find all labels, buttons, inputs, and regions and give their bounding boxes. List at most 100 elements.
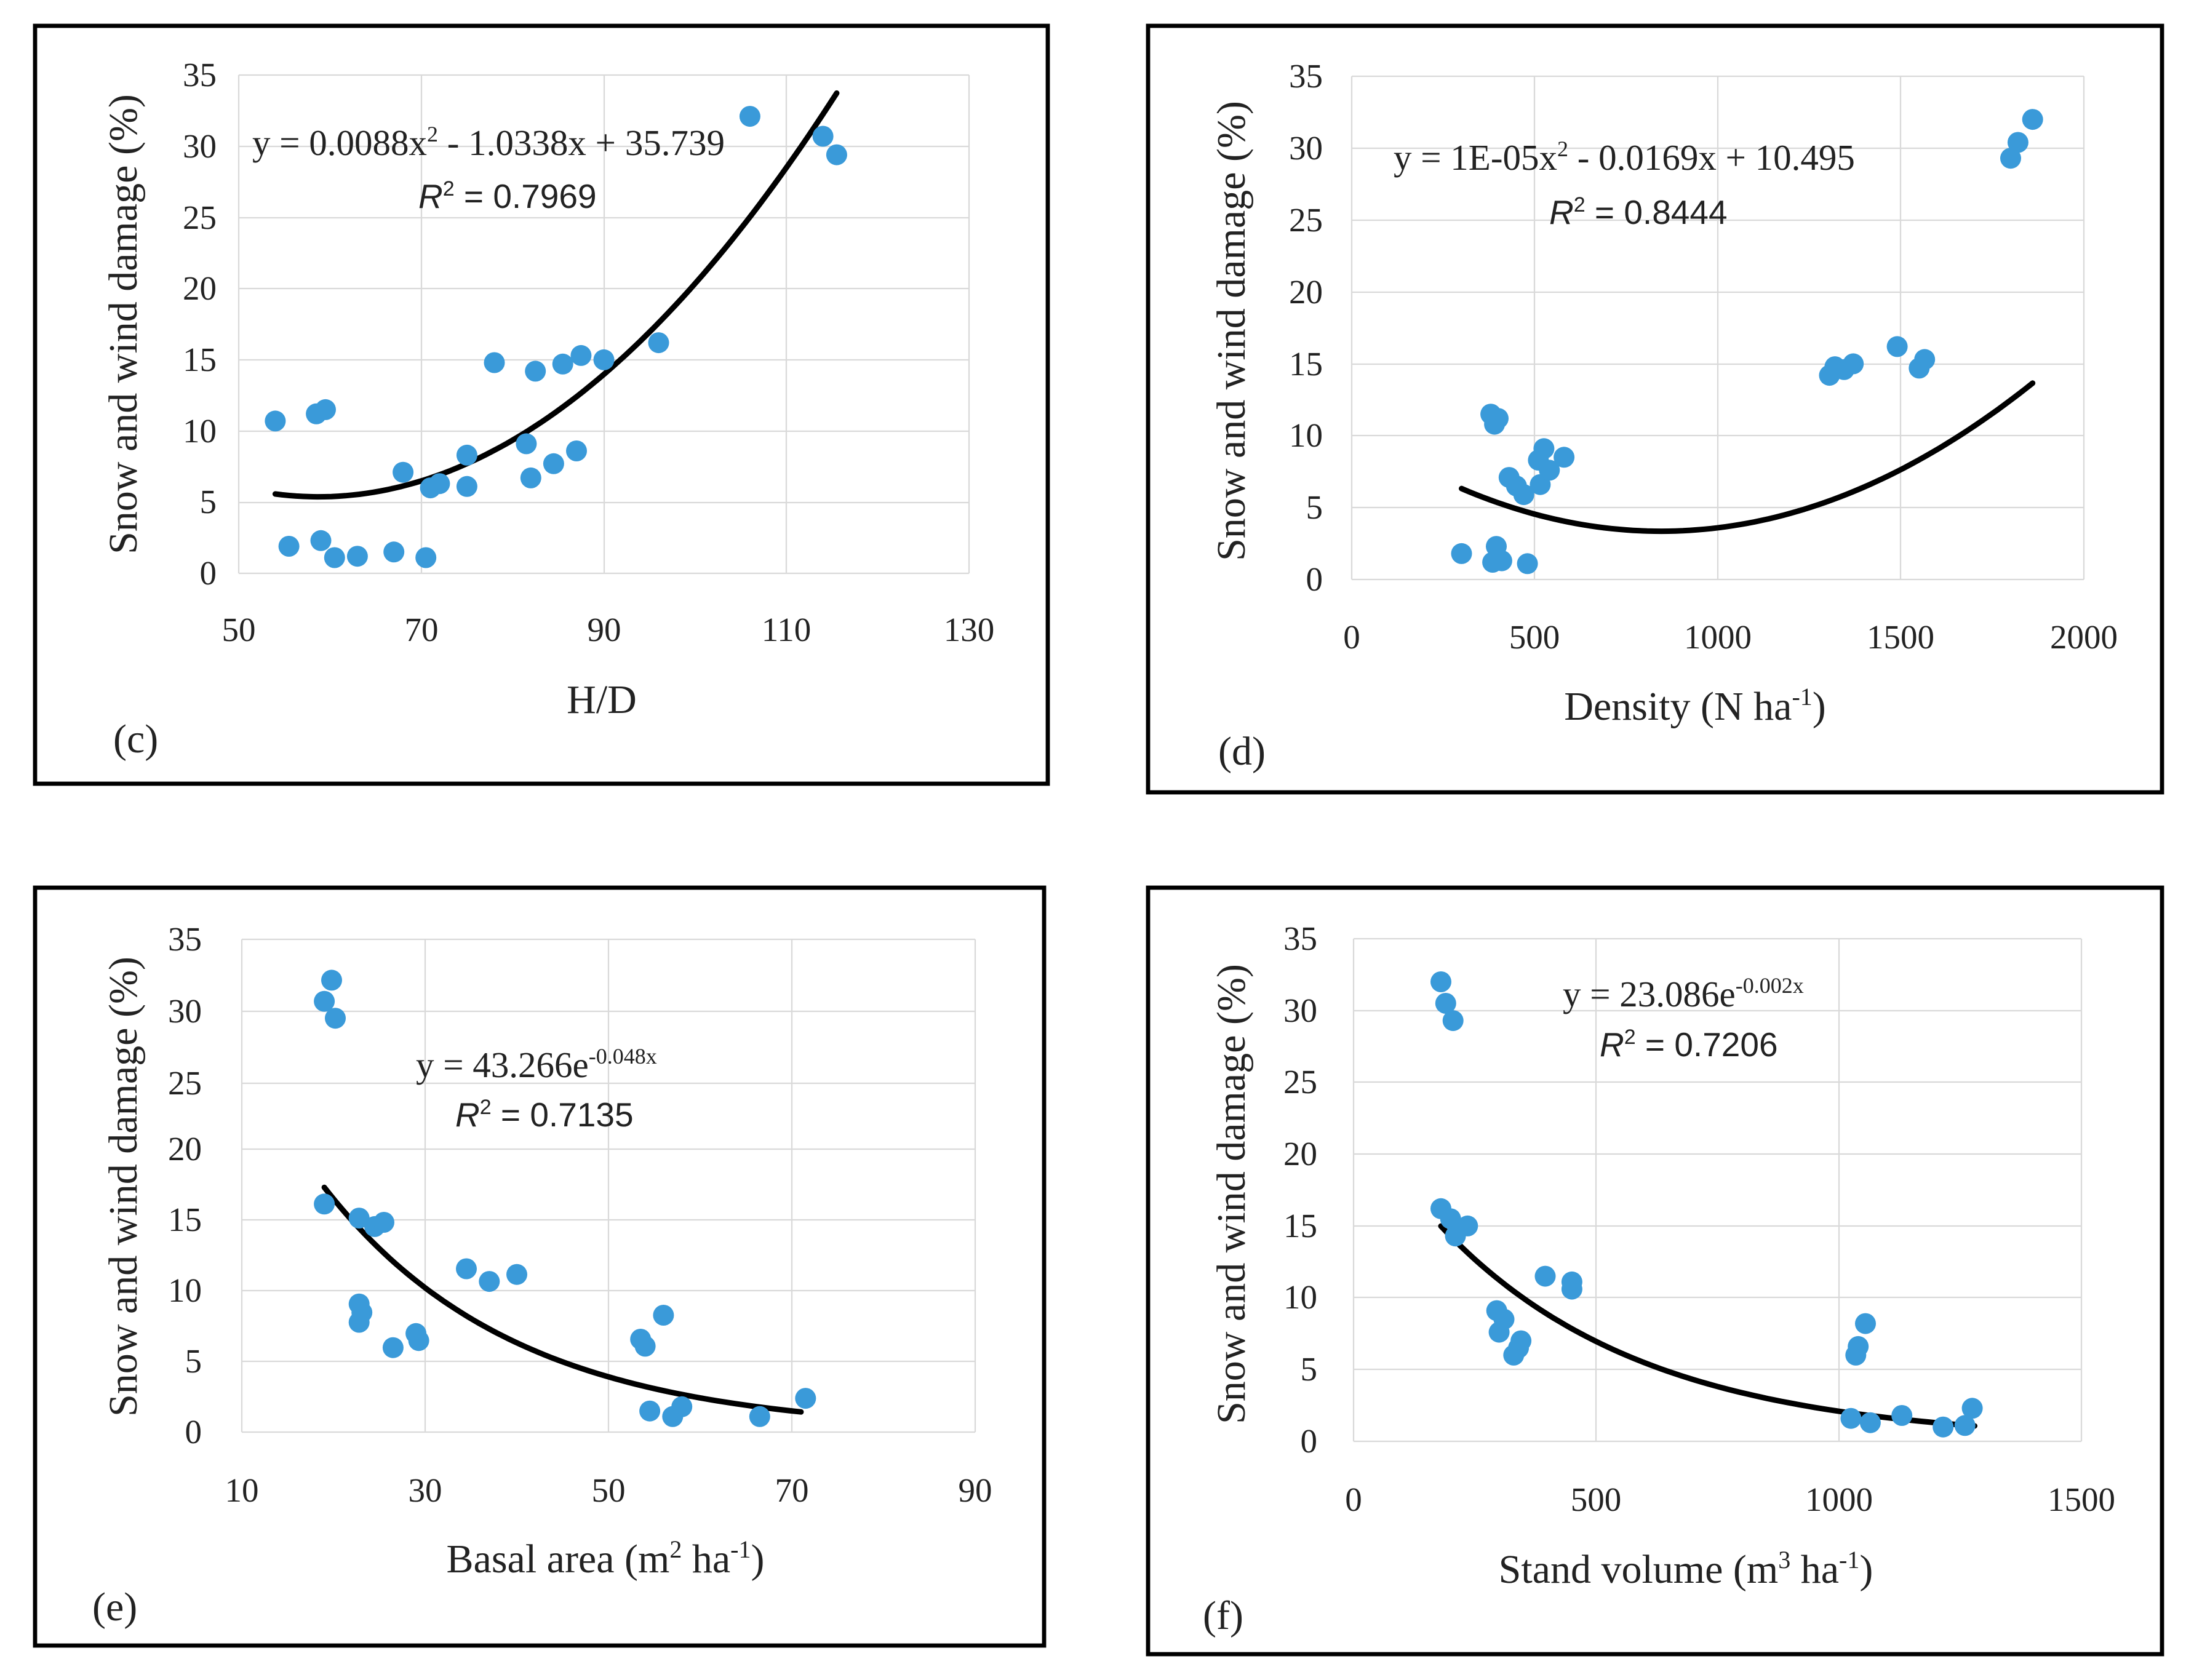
y-tick-label: 10	[168, 1272, 202, 1309]
x-tick-label: 30	[409, 1471, 442, 1509]
data-point	[566, 440, 587, 461]
panel-e-grid	[241, 938, 976, 1433]
data-point	[525, 360, 546, 382]
data-point	[552, 353, 573, 375]
y-tick-label: 10	[183, 412, 217, 450]
data-point	[1513, 484, 1534, 506]
r2-value: = 0.7206	[1636, 1025, 1778, 1064]
panel-e-points	[314, 969, 816, 1427]
y-tick-label: 5	[1306, 488, 1323, 526]
y-tick-label: 30	[1283, 992, 1317, 1029]
data-point	[2000, 148, 2021, 169]
data-point	[415, 547, 437, 568]
equation-text: y = 0.0088x	[252, 122, 427, 163]
equation-text: y = 43.266e	[416, 1045, 589, 1085]
data-point	[429, 473, 450, 495]
data-point	[1848, 1336, 1869, 1357]
r2-value: = 0.7969	[455, 177, 597, 215]
r2-superscript: 2	[480, 1096, 492, 1119]
y-tick-label: 5	[185, 1342, 202, 1380]
y-tick-label: 0	[200, 554, 217, 592]
panel-f: 0 5 10 15 20 25 30 35 0 500 1000 1500 Sn…	[1146, 885, 2164, 1657]
data-point	[826, 144, 847, 165]
data-point	[484, 352, 505, 373]
y-tick-label: 0	[185, 1413, 202, 1451]
x-axis-title-superscript: -1	[1839, 1546, 1859, 1574]
equation-text: y = 1E-05x	[1394, 137, 1557, 178]
data-point	[1534, 1265, 1556, 1287]
panel-d-y-ticks: 0 5 10 15 20 25 30 35	[1289, 57, 1323, 598]
data-point	[543, 453, 564, 474]
data-point	[382, 1337, 404, 1358]
regression-equation: y = 43.266e-0.048x	[416, 1044, 657, 1085]
data-point	[479, 1271, 500, 1292]
panel-f-y-ticks: 0 5 10 15 20 25 30 35	[1283, 920, 1317, 1460]
data-point	[1488, 408, 1509, 429]
data-point	[648, 332, 669, 354]
x-axis-title-text: Density (N ha	[1564, 684, 1792, 729]
data-point	[1491, 550, 1512, 571]
data-point	[1430, 971, 1451, 992]
y-tick-label: 25	[183, 199, 217, 236]
x-tick-label: 50	[592, 1471, 626, 1509]
y-tick-label: 20	[183, 269, 217, 307]
data-point	[1533, 438, 1555, 460]
panel-e-x-ticks: 10 30 50 70 90	[225, 1471, 992, 1509]
data-point	[324, 547, 345, 568]
panel-c-frame	[33, 23, 1050, 786]
x-axis-title-superscript: -1	[730, 1535, 751, 1563]
r2-label: R	[455, 1096, 480, 1134]
r-squared: R2 = 0.7135	[455, 1096, 634, 1134]
panel-e-y-ticks: 0 5 10 15 20 25 30 35	[168, 920, 202, 1451]
data-point	[1517, 553, 1538, 575]
x-tick-label: 1000	[1684, 618, 1752, 656]
y-tick-label: 0	[1301, 1422, 1318, 1460]
r-squared: R2 = 0.8444	[1549, 193, 1728, 231]
y-tick-label: 25	[168, 1064, 202, 1102]
data-point	[739, 106, 760, 127]
data-point	[653, 1305, 674, 1326]
data-point	[321, 969, 342, 991]
y-tick-label: 15	[1283, 1207, 1317, 1244]
x-axis-title-text: Basal area (m	[447, 1537, 670, 1582]
x-axis-title-superscript: 2	[669, 1535, 682, 1563]
data-point	[1933, 1416, 1954, 1438]
x-axis-title: H/D	[567, 677, 637, 722]
y-tick-label: 15	[168, 1201, 202, 1238]
data-point	[315, 399, 336, 420]
x-tick-label: 2000	[2050, 618, 2118, 656]
panel-c-points	[265, 106, 847, 568]
x-tick-label: 1500	[1867, 618, 1934, 656]
data-point	[393, 461, 414, 483]
data-point	[1886, 336, 1908, 357]
x-axis-title: Density (N ha-1)	[1564, 683, 1826, 729]
x-tick-label: 10	[225, 1471, 259, 1509]
data-point	[1914, 349, 1936, 370]
x-tick-label: 0	[1343, 618, 1360, 656]
y-tick-label: 10	[1283, 1278, 1317, 1316]
data-point	[314, 990, 335, 1012]
data-point	[1554, 447, 1575, 468]
x-tick-label: 90	[959, 1471, 992, 1509]
panel-d: 0 5 10 15 20 25 30 35 0 500 1000 1500 20…	[1146, 23, 2164, 795]
y-tick-label: 20	[168, 1130, 202, 1168]
x-tick-label: 500	[1571, 1481, 1622, 1518]
y-tick-label: 25	[1283, 1063, 1317, 1101]
x-axis-title-text: )	[751, 1537, 764, 1582]
regression-equation: y = 23.086e-0.002x	[1563, 973, 1804, 1014]
r2-label: R	[1549, 193, 1574, 231]
data-point	[506, 1264, 527, 1285]
data-point	[520, 467, 541, 488]
equation-superscript: 2	[1557, 137, 1568, 161]
trendline	[1459, 380, 2036, 535]
data-point	[1440, 1208, 1461, 1230]
x-axis-title-superscript: 3	[1778, 1546, 1790, 1574]
r2-superscript: 2	[1574, 193, 1586, 217]
trendline	[321, 1184, 804, 1415]
y-axis-title: Snow and wind damage (%)	[101, 94, 146, 554]
data-point	[278, 536, 300, 557]
x-axis-title: Stand volume (m3 ha-1)	[1499, 1546, 1873, 1592]
x-axis-title-text: ha	[682, 1537, 730, 1582]
y-tick-label: 35	[1283, 920, 1317, 957]
data-point	[593, 349, 615, 370]
